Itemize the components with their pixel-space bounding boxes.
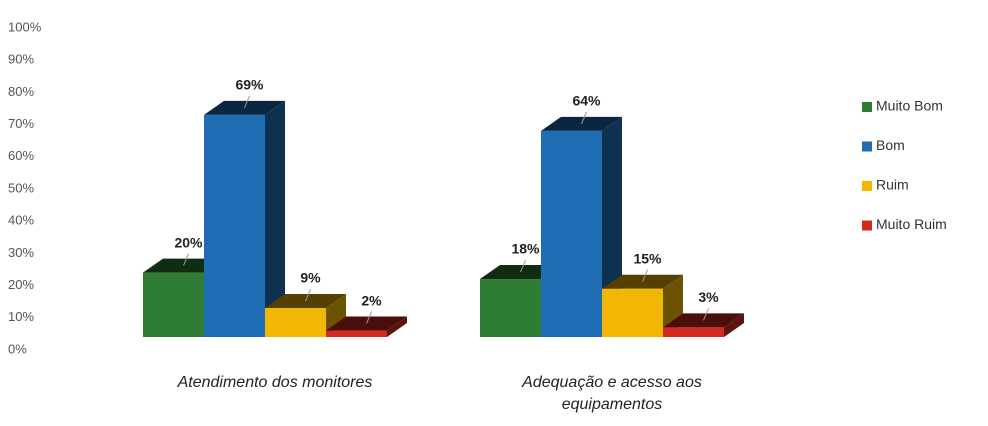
y-tick-label: 20%	[8, 277, 34, 292]
y-tick-label: 70%	[8, 116, 34, 131]
legend-swatch	[862, 141, 872, 152]
value-label: 69%	[235, 77, 264, 93]
y-tick-label: 30%	[8, 245, 34, 260]
y-tick-label: 50%	[8, 180, 34, 195]
leader-line	[244, 95, 250, 109]
legend-label: Muito Bom	[876, 98, 943, 114]
leader-line	[183, 253, 189, 266]
legend-swatch	[862, 102, 872, 112]
legend-label: Muito Ruim	[876, 216, 947, 232]
bar-side	[265, 100, 285, 337]
value-label: 15%	[633, 250, 662, 266]
legend-label: Bom	[876, 137, 905, 153]
legend-swatch	[862, 220, 872, 231]
leader-line	[520, 259, 526, 273]
leader-line	[581, 111, 587, 125]
legend-label: Ruim	[876, 177, 909, 193]
y-tick-label: 90%	[8, 52, 34, 67]
value-label: 64%	[572, 93, 601, 109]
leader-line	[305, 288, 311, 302]
leader-line	[703, 308, 709, 321]
leader-line	[366, 311, 372, 324]
bar	[541, 130, 602, 337]
value-label: 20%	[174, 234, 203, 250]
value-label: 18%	[511, 241, 540, 257]
y-tick-label: 60%	[8, 148, 34, 163]
bar	[326, 330, 387, 337]
bar	[204, 114, 265, 337]
y-tick-label: 10%	[8, 309, 34, 324]
bar	[663, 327, 724, 337]
category-label: Atendimento dos monitores	[177, 374, 373, 391]
category-label: Adequação e acesso aos equipamentos	[522, 374, 702, 413]
y-tick-label: 40%	[8, 213, 34, 228]
value-label: 2%	[361, 292, 382, 308]
y-tick-label: 80%	[8, 84, 34, 99]
y-tick-label: 0%	[8, 341, 27, 356]
y-tick-label: 100%	[8, 19, 42, 34]
bar-side	[724, 313, 744, 337]
leader-line	[642, 269, 648, 282]
bar	[143, 272, 204, 337]
legend-swatch	[862, 181, 872, 191]
bar-side	[387, 316, 407, 337]
bar	[480, 279, 541, 337]
value-label: 3%	[698, 289, 719, 305]
bar	[602, 288, 663, 337]
bar	[265, 308, 326, 337]
value-label: 9%	[300, 270, 321, 286]
